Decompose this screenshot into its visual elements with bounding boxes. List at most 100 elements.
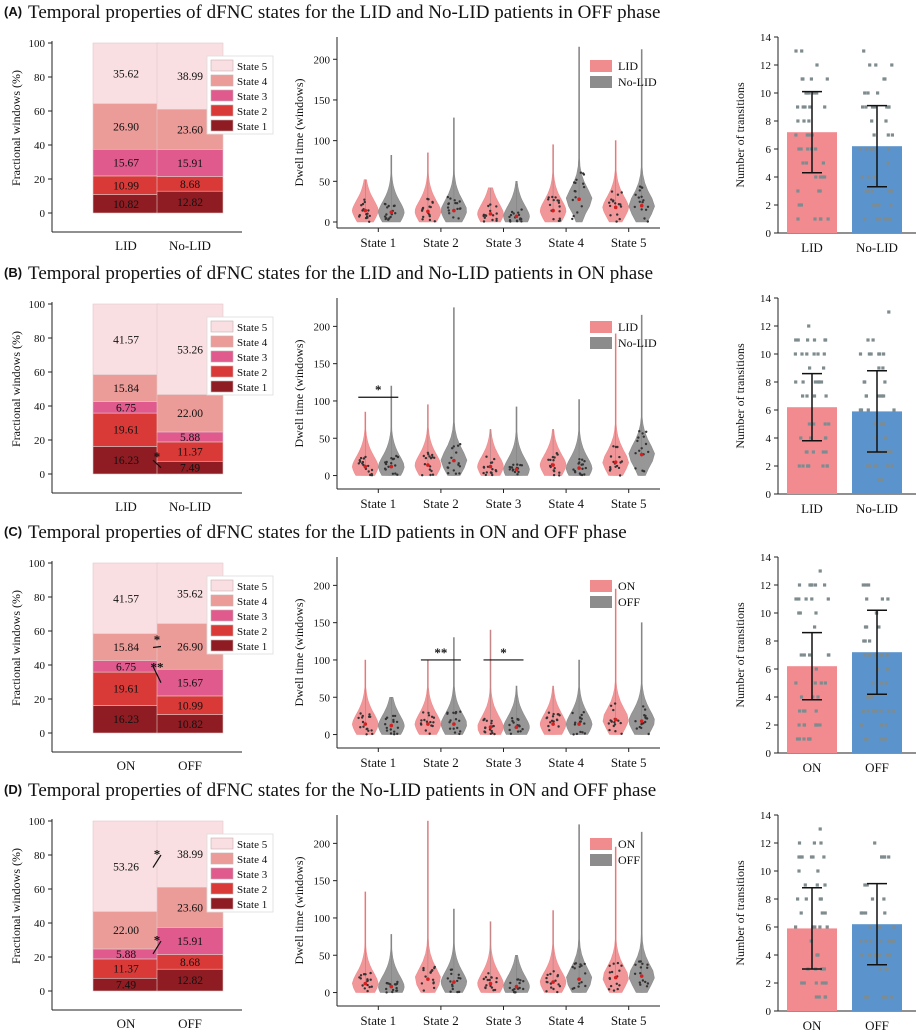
data-point	[518, 981, 521, 985]
y-tick-label: 0	[325, 471, 331, 483]
data-point	[512, 212, 515, 215]
legend-label: State 4	[237, 596, 268, 608]
x-category-label: State 3	[486, 496, 522, 511]
data-point	[638, 981, 641, 984]
data-point	[612, 708, 615, 712]
subject-point	[805, 352, 809, 356]
data-point	[643, 714, 646, 717]
data-point	[580, 713, 583, 717]
y-axis-title: Dwell time (windows)	[292, 857, 306, 965]
data-point	[522, 980, 525, 983]
data-point	[545, 990, 548, 993]
subject-point	[811, 695, 815, 699]
stack-segment	[156, 149, 224, 177]
stack-segment	[92, 671, 160, 706]
y-tick-label: 0	[325, 730, 331, 742]
segment-value-label: 11.37	[113, 964, 139, 976]
data-point	[369, 978, 372, 981]
data-point	[394, 464, 397, 467]
data-point	[552, 712, 555, 716]
data-point	[391, 714, 395, 718]
subject-point	[796, 105, 800, 109]
subject-point	[876, 91, 880, 95]
y-tick-label: 20	[34, 174, 46, 186]
data-point	[450, 972, 453, 976]
data-point	[520, 464, 524, 467]
data-point	[482, 465, 486, 469]
data-point	[519, 730, 522, 733]
segment-value-label: 5.88	[180, 432, 200, 444]
subject-point	[818, 925, 822, 929]
subject-point	[890, 63, 894, 67]
subject-point	[820, 911, 824, 915]
subject-point	[868, 464, 872, 468]
data-point	[422, 215, 425, 219]
data-point	[614, 202, 617, 205]
subject-point	[866, 189, 870, 193]
data-point	[616, 213, 619, 216]
data-point	[577, 985, 580, 988]
subject-point	[806, 338, 810, 342]
data-point	[428, 213, 431, 216]
data-point	[556, 974, 560, 977]
legend-swatch	[210, 365, 234, 378]
subject-point	[883, 911, 887, 915]
segment-value-label: 41.57	[113, 593, 139, 605]
data-point	[572, 733, 575, 736]
y-tick-label: 60	[34, 106, 46, 118]
data-point	[458, 719, 461, 722]
subject-point	[823, 681, 827, 685]
data-point	[365, 733, 368, 736]
subject-point	[863, 883, 867, 887]
subject-point	[866, 464, 870, 468]
subject-point	[808, 366, 812, 370]
x-category-label: State 4	[548, 755, 584, 770]
legend-label: State 5	[237, 581, 268, 593]
y-tick-label: 14	[760, 32, 772, 44]
data-point	[620, 964, 623, 967]
data-point	[428, 455, 431, 458]
x-category-label: ON	[803, 1018, 822, 1033]
subject-point	[807, 324, 811, 328]
subject-point	[825, 77, 829, 81]
data-point	[429, 720, 432, 724]
segment-value-label: 26.90	[113, 121, 139, 133]
subject-point	[794, 597, 798, 601]
subject-point	[822, 967, 826, 971]
subject-point	[794, 380, 798, 384]
segment-value-label: 16.23	[113, 714, 139, 726]
legend-label: OFF	[618, 595, 640, 609]
data-point	[362, 973, 366, 976]
data-point	[552, 198, 555, 202]
subject-point	[863, 217, 867, 221]
subject-point	[821, 161, 825, 165]
data-point	[432, 982, 435, 985]
median-marker	[488, 981, 493, 986]
data-point	[495, 977, 498, 980]
subject-point	[815, 723, 819, 727]
data-point	[483, 214, 486, 217]
data-point	[638, 200, 641, 203]
subject-point	[885, 653, 889, 657]
segment-value-label: 19.61	[113, 684, 139, 696]
data-point	[646, 982, 650, 985]
median-marker	[389, 464, 394, 469]
data-point	[454, 710, 458, 714]
data-point	[385, 729, 389, 732]
data-point	[484, 726, 487, 730]
data-point	[642, 199, 645, 202]
subject-point	[870, 189, 874, 193]
data-point	[489, 461, 493, 464]
data-point	[545, 976, 548, 980]
subject-point	[863, 737, 867, 741]
data-point	[579, 730, 582, 734]
segment-value-label: 35.62	[177, 588, 203, 600]
data-point	[431, 201, 434, 204]
median-marker	[551, 722, 555, 726]
subject-point	[822, 352, 826, 356]
data-point	[451, 447, 454, 450]
subject-point	[816, 695, 820, 699]
subject-point	[797, 147, 801, 151]
